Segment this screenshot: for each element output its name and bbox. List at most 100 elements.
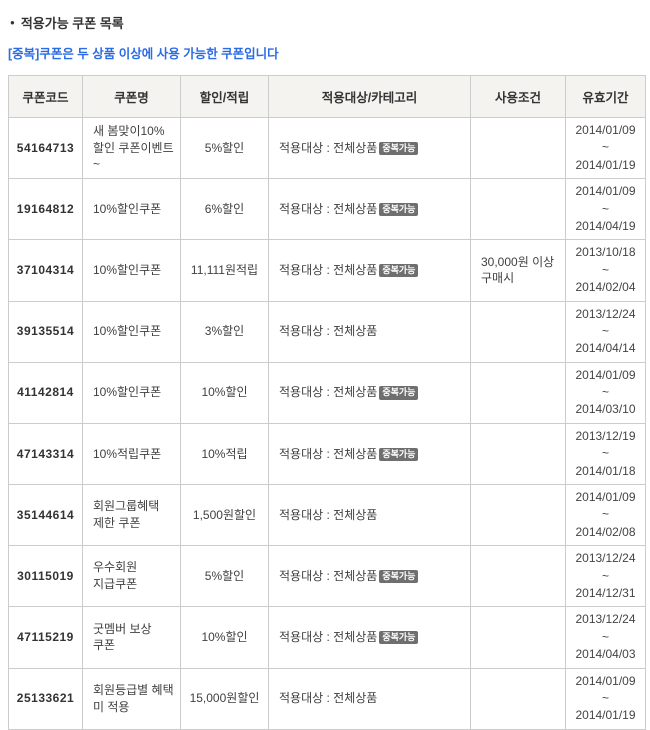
valid-period-end: 2014/04/19 (575, 218, 636, 233)
duplicate-allowed-badge: 중복가능 (379, 631, 419, 645)
coupon-code-cell: 54164713 (8, 116, 83, 180)
valid-period-cell: 2014/01/09 ~ 2014/04/19 (565, 178, 646, 241)
duplicate-allowed-badge: 중복가능 (379, 569, 419, 584)
table-header-row: 쿠폰코드 쿠폰명 할인/적립 적용대상/카테고리 사용조건 유효기간 (8, 75, 646, 118)
target-text: 적용대상 : 전체상품 (279, 691, 378, 706)
coupon-name-cell: 우수회원 지급쿠폰 (82, 545, 181, 608)
coupon-row: 47143314 10%적립쿠폰 10%적립 적용대상 : 전체상품 중복가능 2… (8, 422, 646, 486)
coupon-row: 19164812 10%할인쿠폰 6%할인 적용대상 : 전체상품 중복가능 20… (8, 178, 646, 241)
target-text: 적용대상 : 전체상품 (279, 568, 378, 583)
target-text: 적용대상 : 전체상품 (279, 201, 378, 216)
target-category-cell: 적용대상 : 전체상품 중복가능 (268, 239, 471, 302)
coupon-name-cell: 10%적립쿠폰 (82, 422, 181, 486)
coupon-row: 41142814 10%할인쿠폰 10%할인 적용대상 : 전체상품 중복가능 2… (8, 361, 646, 424)
discount-cell: 6%할인 (180, 178, 269, 241)
valid-period-cell: 2013/12/24 ~ 2014/12/31 (565, 545, 646, 608)
coupon-name-cell: 회원그룹혜택 제한 쿠폰 (82, 484, 181, 547)
discount-cell: 5%할인 (180, 545, 269, 608)
coupon-code-cell: 30115019 (8, 545, 83, 608)
usage-condition-cell (470, 361, 566, 424)
coupon-name-cell: 굿멤버 보상 쿠폰 (82, 606, 181, 669)
target-category-cell: 적용대상 : 전체상품 중복가능 (268, 545, 471, 608)
target-category-cell: 적용대상 : 전체상품 (268, 484, 471, 547)
valid-period-end: 2014/03/10 (575, 402, 636, 417)
page-title: ● 적용가능 쿠폰 목록 (10, 13, 650, 32)
coupon-code-cell: 39135514 (8, 300, 83, 363)
target-text: 적용대상 : 전체상품 (279, 630, 378, 645)
valid-period-end: 2014/02/04 (575, 280, 636, 295)
col-header-valid-period: 유효기간 (565, 75, 646, 118)
valid-period-end: 2014/01/18 (575, 463, 636, 478)
target-category-cell: 적용대상 : 전체상품 중복가능 (268, 606, 471, 669)
valid-period-cell: 2014/01/09 ~ 2014/01/19 (565, 667, 646, 730)
coupon-name-cell: 10%할인쿠폰 (82, 178, 181, 241)
discount-cell: 1,500원할인 (180, 484, 269, 547)
valid-period-cell: 2013/10/18 ~ 2014/02/04 (565, 239, 646, 302)
valid-period-start: 2014/01/09 ~ (575, 367, 636, 400)
discount-cell: 10%할인 (180, 606, 269, 669)
usage-condition-cell (470, 178, 566, 241)
coupon-code-cell: 41142814 (8, 361, 83, 424)
coupon-name-cell: 새 봄맞이10% 할인 쿠폰이벤트~ (82, 116, 181, 180)
duplicate-allowed-badge: 중복가능 (379, 447, 419, 461)
col-header-target-category: 적용대상/카테고리 (268, 75, 471, 118)
target-category-cell: 적용대상 : 전체상품 중복가능 (268, 422, 471, 486)
target-text: 적용대상 : 전체상품 (279, 324, 378, 339)
col-header-coupon-code: 쿠폰코드 (8, 75, 83, 118)
duplicate-allowed-badge: 중복가능 (379, 264, 419, 278)
usage-condition-cell (470, 116, 566, 180)
coupon-name-cell: 10%할인쿠폰 (82, 300, 181, 363)
col-header-discount: 할인/적립 (180, 75, 269, 118)
valid-period-cell: 2013/12/24 ~ 2014/04/14 (565, 300, 646, 363)
target-category-cell: 적용대상 : 전체상품 (268, 300, 471, 363)
coupon-row: 30115019 우수회원 지급쿠폰 5%할인 적용대상 : 전체상품 중복가능 … (8, 545, 646, 608)
col-header-usage-condition: 사용조건 (470, 75, 566, 118)
valid-period-start: 2014/01/09 ~ (575, 123, 636, 155)
discount-cell: 15,000원할인 (180, 667, 269, 730)
valid-period-end: 2014/04/03 (575, 647, 636, 662)
valid-period-cell: 2014/01/09 ~ 2014/02/08 (565, 484, 646, 547)
target-category-cell: 적용대상 : 전체상품 중복가능 (268, 361, 471, 424)
usage-condition-cell (470, 484, 566, 547)
coupon-code-cell: 25133621 (8, 667, 83, 730)
target-category-cell: 적용대상 : 전체상품 중복가능 (268, 178, 471, 241)
valid-period-end: 2014/12/31 (575, 585, 636, 600)
valid-period-cell: 2013/12/24 ~ 2014/04/03 (565, 606, 646, 669)
coupon-row: 47115219 굿멤버 보상 쿠폰 10%할인 적용대상 : 전체상품 중복가능… (8, 606, 646, 669)
valid-period-cell: 2014/01/09 ~ 2014/01/19 (565, 116, 646, 180)
valid-period-start: 2013/10/18 ~ (575, 245, 636, 277)
duplicate-coupon-note: [중복]쿠폰은 두 상품 이상에 사용 가능한 쿠폰입니다 (8, 47, 279, 61)
page-title-text: 적용가능 쿠폰 목록 (20, 16, 124, 31)
target-text: 적용대상 : 전체상품 (279, 446, 378, 461)
usage-condition-cell (470, 422, 566, 486)
coupon-code-cell: 35144614 (8, 484, 83, 547)
discount-cell: 11,111원적립 (180, 239, 269, 302)
usage-condition-cell (470, 545, 566, 608)
discount-cell: 10%할인 (180, 361, 269, 424)
valid-period-start: 2014/01/09 ~ (575, 490, 636, 522)
coupon-table: 쿠폰코드 쿠폰명 할인/적립 적용대상/카테고리 사용조건 유효기간 54164… (8, 75, 646, 730)
valid-period-end: 2014/01/19 (575, 708, 636, 723)
discount-cell: 10%적립 (180, 422, 269, 486)
valid-period-end: 2014/04/14 (575, 341, 636, 356)
valid-period-start: 2013/12/19 ~ (575, 428, 636, 461)
target-category-cell: 적용대상 : 전체상품 중복가능 (268, 116, 471, 180)
col-header-coupon-name: 쿠폰명 (82, 75, 181, 118)
coupon-code-cell: 47115219 (8, 606, 83, 669)
usage-condition-cell (470, 606, 566, 669)
valid-period-start: 2013/12/24 ~ (575, 306, 636, 338)
discount-cell: 3%할인 (180, 300, 269, 363)
valid-period-cell: 2014/01/09 ~ 2014/03/10 (565, 361, 646, 424)
coupon-code-cell: 37104314 (8, 239, 83, 302)
bullet-icon: ● (10, 17, 15, 27)
target-text: 적용대상 : 전체상품 (279, 507, 378, 522)
usage-condition-cell (470, 667, 566, 730)
target-category-cell: 적용대상 : 전체상품 (268, 667, 471, 730)
coupon-name-cell: 10%할인쿠폰 (82, 361, 181, 424)
coupon-code-cell: 47143314 (8, 422, 83, 486)
duplicate-allowed-badge: 중복가능 (379, 141, 419, 155)
valid-period-end: 2014/02/08 (575, 524, 636, 539)
target-text: 적용대상 : 전체상품 (279, 140, 378, 155)
coupon-name-cell: 10%할인쿠폰 (82, 239, 181, 302)
duplicate-allowed-badge: 중복가능 (379, 202, 419, 217)
